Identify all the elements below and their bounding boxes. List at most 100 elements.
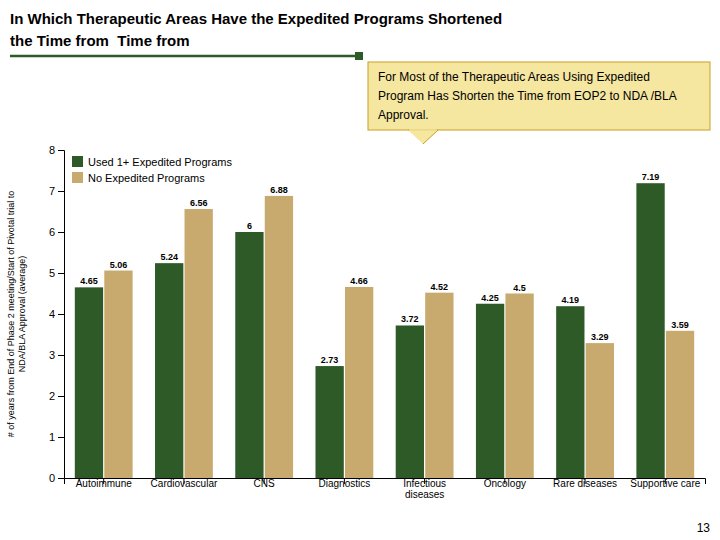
tick: 0 <box>49 472 64 484</box>
data-label: 7.19 <box>642 172 660 182</box>
tick: 5 <box>49 267 64 279</box>
tick: Diagnostics <box>319 478 371 489</box>
bar <box>586 343 614 478</box>
tick-label: Oncology <box>484 478 526 489</box>
bar <box>505 294 533 479</box>
tick: 7 <box>49 185 64 197</box>
tick-label: 5 <box>49 267 55 279</box>
data-label: 3.29 <box>591 332 609 342</box>
tick: Oncology <box>484 478 526 489</box>
callout-text: For Most of the Therapeutic Areas Using … <box>378 70 677 122</box>
title: In Which Therapeutic Areas Have the Expe… <box>10 10 502 27</box>
tick-mark <box>58 355 64 356</box>
tick-label: 3 <box>49 349 55 361</box>
text-line: For Most of the Therapeutic Areas Using … <box>378 70 650 84</box>
tick-label: Rare diseases <box>553 478 617 489</box>
bars <box>75 183 694 478</box>
tick: Supportive care <box>630 478 700 489</box>
bar <box>265 196 293 478</box>
data-label: 4.19 <box>562 295 580 305</box>
data-label: 6 <box>247 221 252 231</box>
bar <box>425 293 453 478</box>
tick-mark <box>58 232 64 233</box>
text-line: Supportive care <box>630 478 700 489</box>
text-line: # of years from End of Phase 2 meeting/S… <box>6 191 16 438</box>
callout-pointer <box>408 130 438 144</box>
tick-mark <box>58 191 64 192</box>
tick-mark <box>58 478 64 479</box>
tick-label: Supportive care <box>630 478 700 489</box>
tick-label: 1 <box>49 431 55 443</box>
bar <box>636 183 664 478</box>
text-line: CNS <box>254 478 275 489</box>
tick-label: Autoimmune <box>76 478 133 489</box>
data-label: 3.59 <box>671 320 689 330</box>
data-label: 4.66 <box>350 276 368 286</box>
text-line: Oncology <box>484 478 526 489</box>
text-line: Diagnostics <box>319 478 371 489</box>
legend-label: Used 1+ Expedited Programs <box>88 156 232 168</box>
legend: Used 1+ Expedited Programs No Expedited P… <box>72 156 232 184</box>
data-label: 5.06 <box>110 260 128 270</box>
y-axis-title: # of years from End of Phase 2 meeting/S… <box>6 191 27 438</box>
chart: In Which Therapeutic Areas Have the Expe… <box>0 0 720 540</box>
tick: 4 <box>49 308 64 320</box>
text-line: Approval. <box>378 108 429 122</box>
callout-seam <box>409 129 437 131</box>
bar <box>666 331 694 478</box>
tick-label: 8 <box>49 144 55 156</box>
subtitle: the Time from Time from <box>10 32 189 49</box>
tick: Rare diseases <box>553 478 617 489</box>
text-line: Rare diseases <box>553 478 617 489</box>
y-axis: 0 1 2 3 4 5 6 7 8 <box>49 144 65 484</box>
tick-label: 4 <box>49 308 55 320</box>
bar <box>75 287 103 478</box>
legend-label: No Expedited Programs <box>88 172 205 184</box>
data-label: 3.72 <box>401 314 419 324</box>
bar <box>556 306 584 478</box>
tick: 3 <box>49 349 64 361</box>
text-line: Cardiovascular <box>151 478 218 489</box>
axis-line <box>58 151 65 479</box>
tick: Autoimmune <box>76 478 133 489</box>
tick-mark <box>58 437 64 438</box>
text-line: NDA/BLA Approval (average) <box>17 256 27 373</box>
tick-label: 0 <box>49 472 55 484</box>
title-underline-end <box>355 52 363 60</box>
bar <box>104 271 132 478</box>
data-label: 6.88 <box>270 185 288 195</box>
legend-item: No Expedited Programs <box>72 172 205 184</box>
tick-mark <box>58 273 64 274</box>
page-number: 13 <box>697 521 711 535</box>
bar <box>315 366 343 478</box>
data-label: 4.65 <box>80 276 98 286</box>
data-label: 6.56 <box>190 198 208 208</box>
data-label: 4.25 <box>481 293 499 303</box>
bar <box>345 287 373 478</box>
data-label: 4.5 <box>513 283 526 293</box>
tick: 6 <box>49 226 64 238</box>
legend-swatch <box>72 172 83 183</box>
legend-item: Used 1+ Expedited Programs <box>72 156 232 168</box>
bar <box>235 232 263 478</box>
tick-label: 6 <box>49 226 55 238</box>
text-line: diseases <box>405 489 444 500</box>
text-line: Infectious <box>403 478 446 489</box>
tick: 2 <box>49 390 64 402</box>
tick-label: Infectiousdiseases <box>403 478 446 500</box>
tick: Infectiousdiseases <box>403 478 446 500</box>
data-label: 4.52 <box>431 282 449 292</box>
title-underline <box>10 55 355 58</box>
bar <box>155 263 183 478</box>
data-label: 2.73 <box>321 355 339 365</box>
tick-mark <box>58 150 64 151</box>
tick-label: Cardiovascular <box>151 478 218 489</box>
plot: 0 1 2 3 4 5 6 7 8 Autoimmune Cardiovascular CNS Diag… <box>49 144 706 500</box>
tick-label: 2 <box>49 390 55 402</box>
tick-label: CNS <box>254 478 275 489</box>
legend-swatch <box>72 156 83 167</box>
tick: 1 <box>49 431 64 443</box>
tick: CNS <box>254 478 275 489</box>
text-line: Autoimmune <box>76 478 133 489</box>
callout-box <box>368 62 710 130</box>
